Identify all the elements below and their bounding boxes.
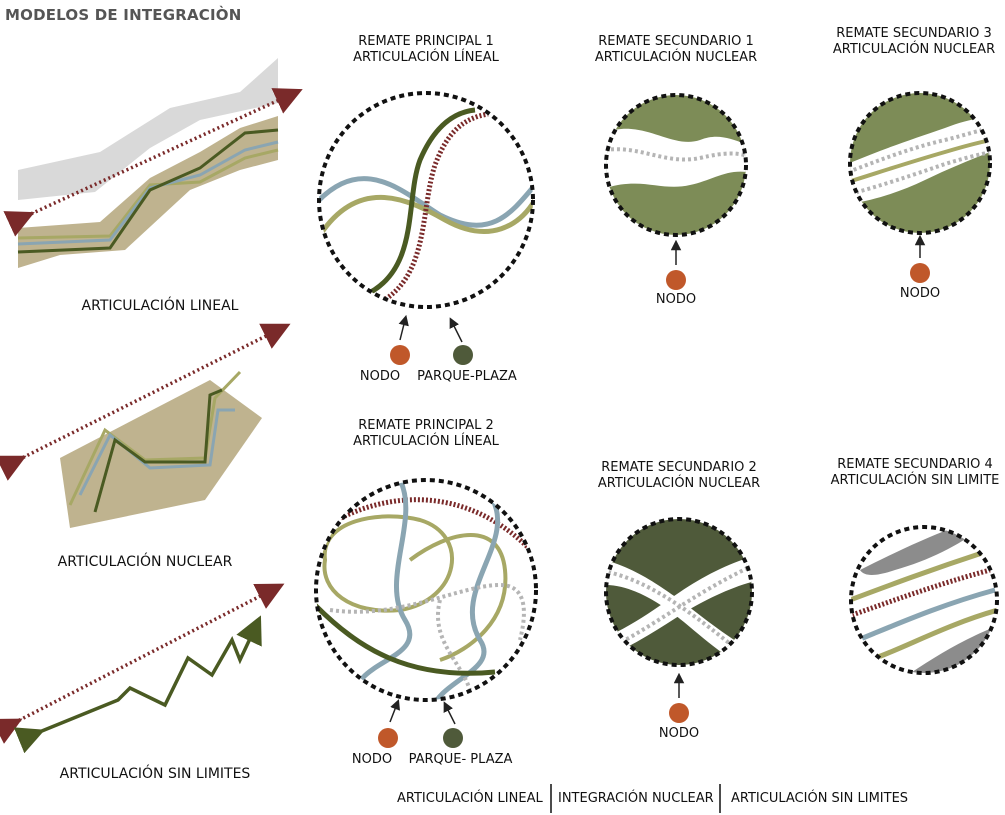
rs3-title-line1: REMATE SECUNDARIO 3 — [836, 26, 992, 41]
rp1-dark-line — [363, 107, 476, 298]
rs1-boundary — [604, 93, 748, 237]
rp2-title: REMATE PRINCIPAL 2 ARTICULACIÓN LÍNEAL — [336, 418, 516, 451]
rp2-node-dot — [378, 728, 398, 748]
rs2-title-line2: ARTICULACIÓN NUCLEAR — [597, 476, 761, 492]
rs3-title-line2: ARTICULACIÓN NUCLEAR — [832, 42, 996, 58]
model-lineal-label: ARTICULACIÓN LINEAL — [81, 298, 239, 314]
rs3-gray-dashed-1 — [850, 126, 990, 174]
rp1-diagram — [317, 91, 535, 365]
rp2-diagram — [314, 478, 538, 748]
rp2-title-line1: REMATE PRINCIPAL 2 — [358, 418, 494, 433]
rs2-gray-dashed-2 — [606, 564, 752, 652]
rp2-park-arrow — [443, 701, 456, 725]
rp2-maroon-line — [318, 497, 536, 562]
rs4-title-line2: ARTICULACIÓN SIN LIMITE — [830, 473, 1000, 489]
model-nuclear-graphic — [0, 323, 291, 528]
rp2-gray-dashed-2 — [436, 599, 472, 691]
lineal-axis-arrow — [3, 88, 303, 237]
rs3-gray-dashed-2 — [850, 150, 990, 196]
rp2-gray-dashed — [329, 582, 526, 641]
model-sinlimites-label: ARTICULACIÓN SIN LIMITES — [59, 766, 251, 782]
page-title: MODELOS DE INTEGRACIÒN — [5, 6, 242, 24]
model-sinlimites-graphic — [0, 583, 285, 754]
rp1-maroon-line — [373, 111, 489, 307]
rs2-boundary — [604, 517, 754, 667]
rs2-title: REMATE SECUNDARIO 2 ARTICULACIÓN NUCLEAR — [586, 460, 772, 493]
rs1-node-dot — [666, 270, 686, 290]
rs1-diagram — [604, 93, 748, 290]
rp2-blue-line-1 — [352, 480, 413, 700]
rp2-title-line2: ARTICULACIÓN LÍNEAL — [353, 434, 499, 450]
rp2-park-dot — [443, 728, 463, 748]
rs2-title-line1: REMATE SECUNDARIO 2 — [601, 460, 757, 475]
rs4-olive-line-2 — [869, 607, 997, 663]
rp1-node-dot — [390, 345, 410, 365]
rp1-node-label: NODO — [359, 369, 401, 384]
rp2-node-arrow — [389, 699, 400, 723]
rp1-park-dot — [453, 345, 473, 365]
rp2-dark-line — [316, 603, 496, 676]
rs4-boundary — [849, 525, 999, 675]
rs4-maroon-line — [851, 567, 991, 618]
rs3-title: REMATE SECUNDARIO 3 ARTICULACIÓN NUCLEAR — [825, 26, 1003, 59]
legend-item-lineal: ARTICULACIÓN LINEAL — [397, 791, 543, 806]
rp1-park-label: PARQUE-PLAZA — [417, 369, 517, 384]
rp2-olive-line-2 — [408, 533, 508, 662]
rp2-park-label: PARQUE- PLAZA — [408, 752, 513, 767]
rs4-diagram — [849, 525, 999, 675]
rs1-white-band — [606, 128, 746, 190]
sinlimites-axis-arrow — [0, 583, 285, 744]
rs1-title: REMATE SECUNDARIO 1 ARTICULACIÓN NUCLEAR — [583, 34, 769, 67]
rs4-blue-line — [857, 587, 996, 643]
rs1-gray-dashed — [606, 147, 746, 162]
rp1-title: REMATE PRINCIPAL 1 ARTICULACIÓN LÍNEAL — [336, 34, 516, 67]
rs4-gray-top — [860, 527, 985, 575]
nuclear-axis-arrow — [0, 323, 291, 481]
rp2-node-label: NODO — [351, 752, 393, 767]
rp2-blue-line-2 — [429, 493, 501, 700]
legend-item-nuclear: INTEGRACIÓN NUCLEAR — [558, 791, 714, 806]
sinlimites-zigzag — [13, 615, 262, 754]
rp2-boundary — [314, 478, 538, 702]
rp1-olive-line — [319, 194, 533, 237]
rp1-title-line2: ARTICULACIÓN LÍNEAL — [353, 50, 499, 66]
model-nuclear-label: ARTICULACIÓN NUCLEAR — [57, 554, 233, 570]
rp1-boundary — [317, 91, 535, 309]
rs3-diagram — [848, 91, 992, 283]
rs2-node-dot — [669, 703, 689, 723]
rs4-title: REMATE SECUNDARIO 4 ARTICULACIÓN SIN LIM… — [826, 457, 1004, 490]
nuclear-khaki-shape — [60, 380, 262, 528]
rs3-boundary — [848, 91, 992, 235]
rs2-white-cross-1 — [606, 560, 752, 665]
rp1-park-arrow — [449, 317, 463, 343]
model-lineal-graphic — [3, 58, 303, 268]
rs3-node-label: NODO — [899, 286, 941, 301]
rs2-node-label: NODO — [658, 726, 700, 741]
rs1-title-line2: ARTICULACIÓN NUCLEAR — [594, 50, 758, 66]
rs1-node-label: NODO — [655, 292, 697, 307]
rp1-title-line1: REMATE PRINCIPAL 1 — [358, 34, 494, 49]
rs4-title-line1: REMATE SECUNDARIO 4 — [837, 457, 993, 472]
rs3-olive-line — [850, 138, 990, 184]
rs1-title-line1: REMATE SECUNDARIO 1 — [598, 34, 754, 49]
legend-item-sinlimites: ARTICULACIÓN SIN LIMITES — [731, 791, 909, 806]
rp2-olive-loop — [322, 514, 455, 613]
rs2-diagram — [604, 517, 754, 723]
rp1-node-arrow — [398, 314, 409, 341]
rs3-node-dot — [910, 263, 930, 283]
rs4-olive-line-1 — [851, 549, 986, 603]
